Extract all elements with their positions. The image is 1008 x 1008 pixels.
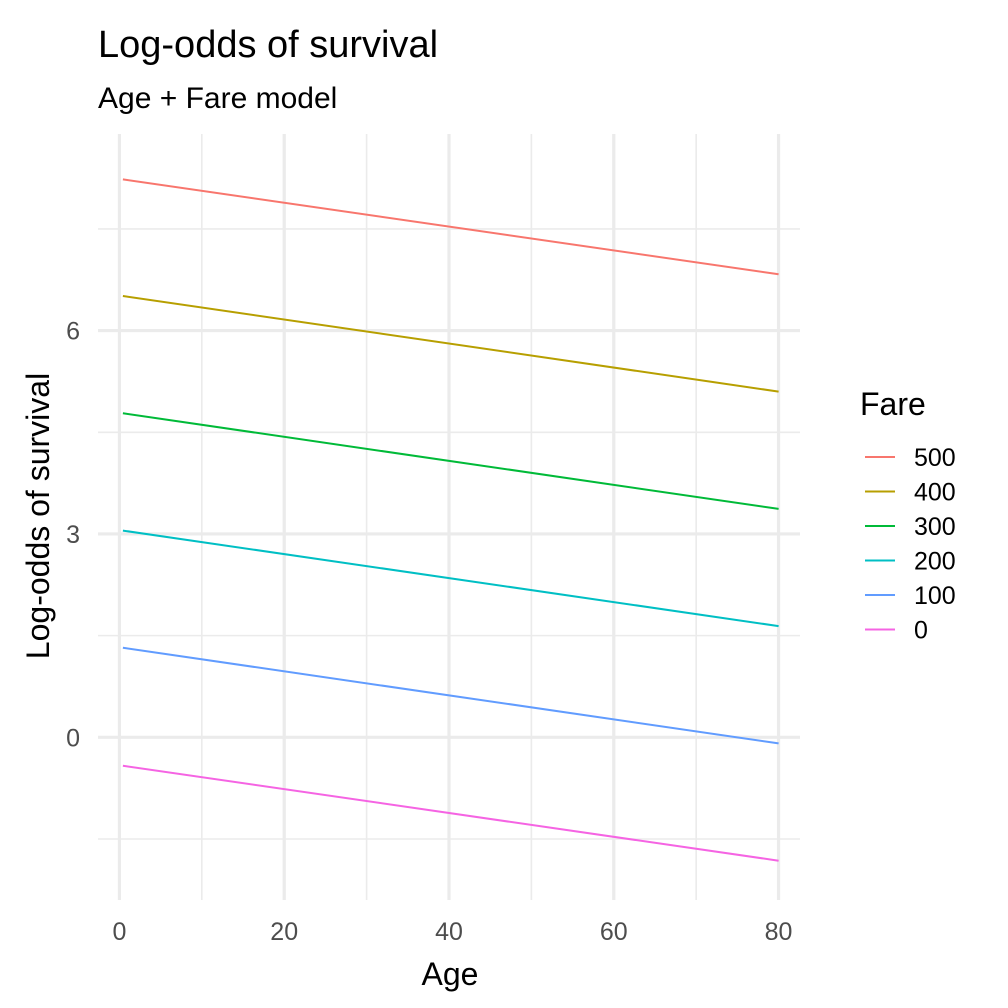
x-tick-label: 0 bbox=[112, 918, 126, 946]
series-line-fare-200 bbox=[122, 529, 779, 628]
x-tick-label: 60 bbox=[600, 918, 628, 946]
x-axis-title: Age bbox=[422, 956, 479, 992]
y-axis-title: Log-odds of survival bbox=[20, 373, 56, 659]
x-tick-label: 40 bbox=[435, 918, 463, 946]
y-tick-label: 6 bbox=[66, 318, 80, 346]
chart-title: Log-odds of survival bbox=[98, 24, 438, 66]
legend-label: 400 bbox=[914, 479, 956, 507]
chart-subtitle: Age + Fare model bbox=[98, 82, 337, 115]
legend-item: 100 bbox=[865, 582, 956, 610]
series-line-fare-0 bbox=[122, 764, 779, 862]
series-line-fare-300 bbox=[122, 412, 779, 510]
legend-item: 500 bbox=[865, 444, 956, 472]
x-tick-label: 80 bbox=[765, 918, 793, 946]
legend-label: 300 bbox=[914, 513, 956, 541]
x-tick-label: 20 bbox=[270, 918, 298, 946]
legend-item: 400 bbox=[865, 479, 956, 507]
legend-label: 0 bbox=[914, 617, 928, 645]
legend-label: 100 bbox=[914, 582, 956, 610]
x-axis-ticks: 0 20 40 60 80 bbox=[112, 918, 792, 946]
y-tick-label: 3 bbox=[66, 521, 80, 549]
series-lines bbox=[122, 178, 779, 862]
y-axis-ticks: 0 3 6 bbox=[66, 318, 80, 753]
legend-label: 200 bbox=[914, 548, 956, 576]
y-tick-label: 0 bbox=[66, 724, 80, 752]
series-line-fare-400 bbox=[122, 295, 779, 393]
legend-title: Fare bbox=[860, 386, 926, 422]
legend-label: 500 bbox=[914, 444, 956, 472]
series-line-fare-100 bbox=[122, 646, 779, 745]
legend-items: 500 400 300 200 100 0 bbox=[865, 444, 956, 645]
legend: Fare 500 400 300 200 100 0 bbox=[860, 386, 956, 645]
major-gridlines bbox=[98, 134, 800, 900]
legend-item: 300 bbox=[865, 513, 956, 541]
legend-item: 200 bbox=[865, 548, 956, 576]
legend-item: 0 bbox=[865, 617, 928, 645]
series-line-fare-500 bbox=[122, 178, 779, 276]
